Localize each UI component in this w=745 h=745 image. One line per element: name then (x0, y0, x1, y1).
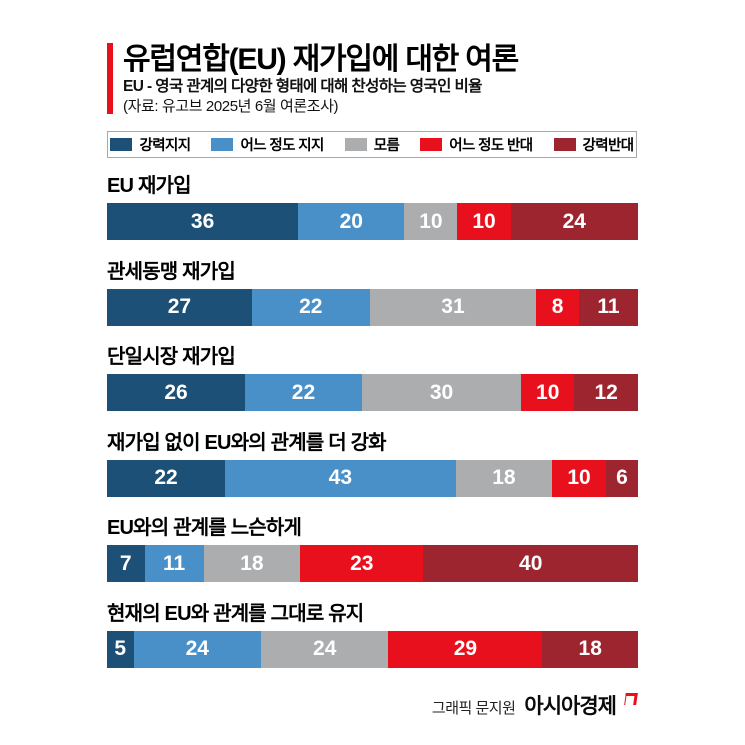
legend-item: 강력지지 (110, 134, 191, 155)
legend-label: 어느 정도 반대 (449, 138, 533, 154)
row-label: 단일시장 재가입 (107, 346, 236, 368)
stacked-bar: 27 22 31 8 11 (107, 288, 638, 326)
bar-segment: 31 (369, 288, 537, 326)
chart-row: EU와의 관계를 느슨하게 7 11 18 23 40 (107, 515, 638, 597)
legend-swatch-icon (420, 138, 443, 151)
bar-segment: 7 (107, 545, 145, 582)
bar-segment: 10 (521, 374, 575, 411)
legend-item: 어느 정도 반대 (420, 134, 533, 155)
stacked-bar: 36 20 10 10 24 (107, 203, 638, 240)
bar-segment: 23 (300, 545, 424, 582)
legend-item: 어느 정도 지지 (211, 134, 324, 155)
stacked-bar: 5 24 24 29 18 (107, 630, 638, 668)
row-label: 관세동맹 재가입 (107, 260, 236, 283)
stacked-bar: 22 43 18 10 6 (107, 459, 639, 497)
legend-label: 강력반대 (582, 138, 635, 154)
title-accent-bar (107, 43, 113, 114)
legend-item: 모름 (344, 134, 400, 155)
bar-segment: 18 (542, 630, 638, 668)
legend: 강력지지 어느 정도 지지 모름 어느 정도 반대 강력반대 (107, 131, 637, 158)
legend-label: 어느 정도 지지 (240, 138, 324, 154)
row-label: EU 재가입 (107, 175, 192, 197)
bar-segment: 43 (225, 459, 456, 497)
page-subtitle: EU - 영국 관계의 다양한 형태에 대해 찬성하는 영국인 비율 (123, 78, 482, 95)
legend-swatch-icon (553, 138, 576, 151)
bar-segment: 30 (361, 374, 522, 411)
bar-segment: 24 (133, 630, 261, 668)
chart-rows: EU 재가입 36 20 10 10 24 관세동맹 재가입 27 22 31 8 11 단일시장 재가… (107, 169, 639, 683)
legend-swatch-icon (211, 138, 234, 151)
bar-segment: 10 (552, 459, 606, 497)
bar-segment: 11 (578, 288, 638, 326)
chart-row: 단일시장 재가입 26 22 30 10 12 (107, 344, 638, 426)
bar-segment: 8 (536, 288, 579, 326)
bar-segment: 12 (574, 374, 638, 411)
page-title: 유럽연합(EU) 재가입에 대한 여론 (123, 43, 519, 76)
chart-row: 재가입 없이 EU와의 관계를 더 강화 22 43 18 10 6 (107, 430, 639, 512)
bar-segment: 10 (404, 203, 458, 240)
bar-segment: 29 (388, 630, 543, 668)
footer: 그래픽 문지원 아시아경제 (431, 690, 638, 720)
bar-segment: 24 (260, 630, 389, 668)
chart-row: 현재의 EU와 관계를 그대로 유지 5 24 24 29 18 (107, 601, 638, 683)
legend-label: 강력지지 (139, 138, 191, 154)
legend-swatch-icon (110, 138, 133, 151)
bar-segment: 5 (107, 630, 134, 668)
bar-segment: 6 (605, 459, 639, 497)
brand-logo: 아시아경제 (524, 695, 617, 718)
graphic-credit: 그래픽 문지원 (431, 700, 516, 717)
source-note: (자료: 유고브 2025년 6월 여론조사) (123, 98, 339, 115)
bar-segment: 18 (203, 545, 301, 582)
bar-segment: 40 (423, 545, 638, 582)
bar-segment: 22 (245, 374, 362, 411)
bar-segment: 24 (510, 203, 638, 240)
bar-segment: 26 (107, 374, 246, 411)
chart-row: EU 재가입 36 20 10 10 24 (107, 173, 638, 255)
chart-row: 관세동맹 재가입 27 22 31 8 11 (107, 259, 638, 341)
bar-segment: 10 (457, 203, 511, 240)
stacked-bar: 26 22 30 10 12 (107, 374, 638, 411)
bar-segment: 27 (107, 288, 252, 326)
bar-segment: 20 (298, 203, 405, 240)
brand-mark-icon (624, 693, 638, 705)
row-label: EU와의 관계를 느슨하게 (107, 517, 302, 539)
legend-swatch-icon (344, 138, 367, 151)
row-label: 현재의 EU와 관계를 그대로 유지 (107, 602, 364, 625)
row-label: 재가입 없이 EU와의 관계를 더 강화 (107, 431, 387, 454)
bar-segment: 22 (251, 288, 370, 326)
bar-segment: 22 (107, 459, 225, 497)
bar-segment: 18 (455, 459, 553, 497)
legend-label: 모름 (373, 138, 400, 154)
bar-segment: 11 (144, 545, 204, 582)
stacked-bar: 7 11 18 23 40 (107, 545, 638, 582)
legend-item: 강력반대 (553, 134, 635, 155)
bar-segment: 36 (107, 203, 299, 240)
